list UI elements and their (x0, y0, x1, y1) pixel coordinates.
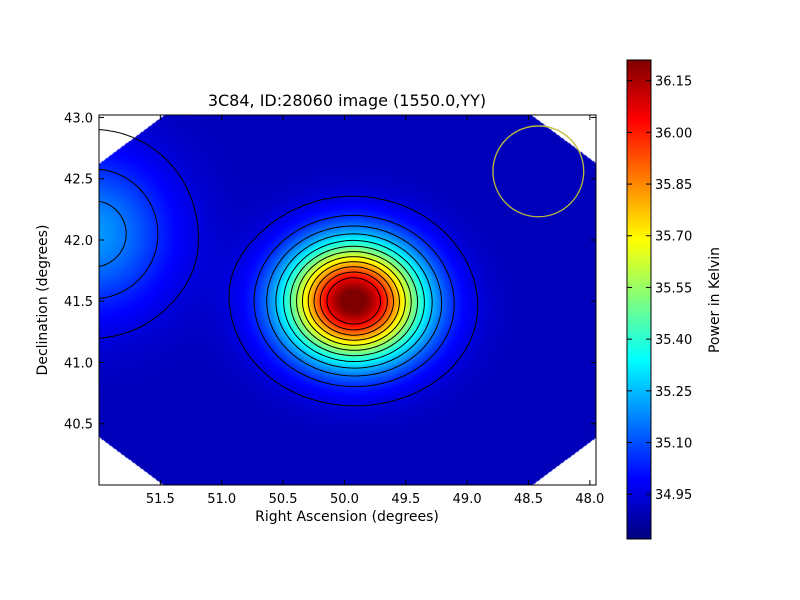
contour-level-10 (319, 271, 388, 331)
contour-level-6 (296, 251, 412, 351)
y-axis-label: Declination (degrees) (35, 225, 51, 376)
chart-title: 3C84, ID:28060 image (1550.0,YY) (208, 91, 486, 110)
heatmap-area (99, 115, 596, 485)
y-tick-label: 41.0 (64, 356, 93, 371)
contour-level-3 (275, 233, 433, 369)
colorbar: 34.95 35.10 35.25 35.40 35.55 35.70 35.85 36.00… (626, 59, 723, 540)
y-tick-label: 42.5 (64, 173, 93, 188)
contour-level-0 (99, 129, 479, 407)
x-tick-label: 50.0 (330, 492, 359, 507)
heatmap-image (99, 115, 596, 485)
colorbar-tick-label: 35.25 (655, 385, 692, 400)
x-axis-ticks: 51.5 51.0 50.5 50.0 49.5 49.0 48.5 48.0 (146, 115, 604, 507)
x-tick-label: 48.0 (575, 492, 604, 507)
y-tick-label: 41.5 (64, 295, 93, 310)
y-tick-label: 43.0 (64, 111, 93, 126)
colorbar-tick-label: 34.95 (655, 488, 692, 503)
beam-circle-outline (492, 125, 585, 218)
y-axis-ticks: 40.5 41.0 41.5 42.0 42.5 43.0 (64, 111, 596, 433)
colorbar-tick-label: 35.55 (655, 281, 692, 296)
plot-frame (98, 114, 597, 486)
colorbar-label: Power in Kelvin (707, 247, 723, 353)
colorbar-tick-label: 35.40 (655, 333, 692, 348)
colorbar-tick-label: 35.85 (655, 178, 692, 193)
contour-level-4 (283, 239, 425, 362)
contour-lines (99, 129, 479, 407)
contour-level-9 (313, 266, 394, 336)
x-tick-label: 49.0 (453, 492, 482, 507)
contour-level-1 (99, 168, 455, 388)
colorbar-tick-label: 36.00 (655, 126, 692, 141)
x-tick-label: 49.5 (391, 492, 420, 507)
x-tick-label: 48.5 (514, 492, 543, 507)
colorbar-tick-label: 35.70 (655, 230, 692, 245)
y-tick-label: 40.5 (64, 418, 93, 433)
colorbar-tick-label: 35.10 (655, 437, 692, 452)
colorbar-gradient (626, 59, 652, 540)
beam-circle (492, 125, 585, 218)
contour-level-8 (307, 261, 400, 341)
colorbar-tick-label: 36.15 (655, 75, 692, 90)
contour-level-7 (302, 256, 406, 346)
contour-level-11 (326, 277, 381, 325)
x-tick-label: 51.0 (207, 492, 236, 507)
x-tick-label: 50.5 (269, 492, 298, 507)
contour-level-5 (289, 245, 419, 357)
contour-level-2 (99, 200, 443, 377)
colorbar-ticks: 34.95 35.10 35.25 35.40 35.55 35.70 35.85 36.00… (627, 75, 692, 503)
x-axis-label: Right Ascension (degrees) (255, 509, 439, 525)
y-tick-label: 42.0 (64, 234, 93, 249)
x-tick-label: 51.5 (146, 492, 175, 507)
